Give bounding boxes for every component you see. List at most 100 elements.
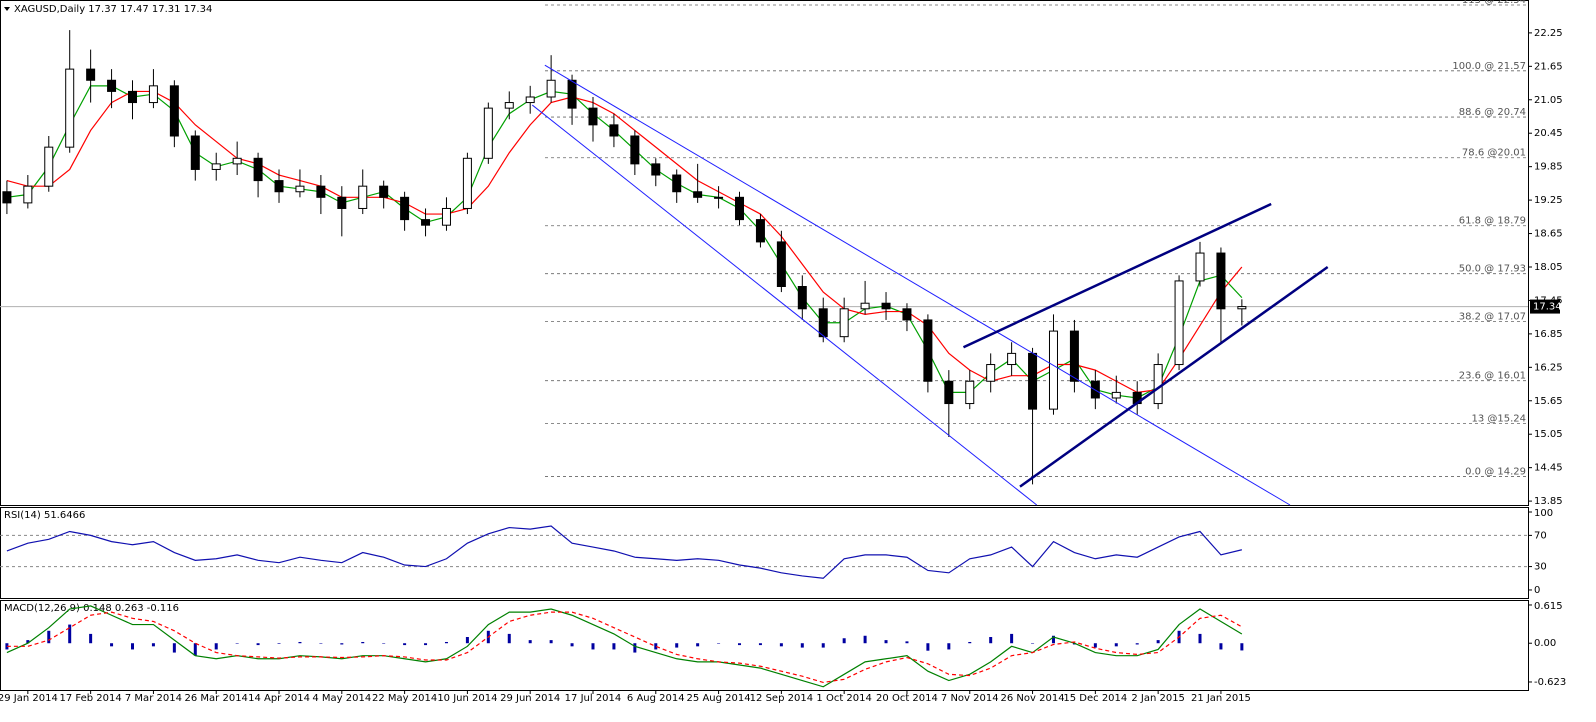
trendline bbox=[531, 104, 1038, 506]
macd-histogram-bar bbox=[1198, 633, 1202, 644]
candle-body bbox=[23, 185, 33, 204]
macd-histogram-bar bbox=[151, 643, 155, 647]
macd-histogram-bar bbox=[654, 643, 658, 650]
y-tick-label: 19.25 bbox=[1534, 195, 1563, 206]
macd-signal-line bbox=[6, 611, 1243, 684]
y-tick-label: 100 bbox=[1534, 508, 1553, 519]
candle-body bbox=[44, 146, 54, 187]
rsi-panel-frame bbox=[0, 507, 1529, 599]
x-tick-label: 4 May 2014 bbox=[312, 693, 371, 704]
y-tick-label: 22.25 bbox=[1534, 28, 1563, 39]
candle-body bbox=[839, 308, 849, 338]
x-tick-label: 14 Apr 2014 bbox=[248, 693, 310, 704]
macd-histogram-bar bbox=[68, 624, 72, 644]
candle-body bbox=[358, 185, 368, 209]
macd-histogram-bar bbox=[926, 643, 930, 651]
macd-histogram-bar bbox=[738, 643, 742, 646]
x-tick-label: 12 Sep 2014 bbox=[750, 693, 813, 704]
panel-title: MACD(12,26,9) 0.148 0.263 -0.116 bbox=[4, 603, 179, 614]
candle-body bbox=[818, 308, 828, 338]
y-tick-label: 0 bbox=[1534, 585, 1540, 596]
macd-histogram-bar bbox=[319, 643, 323, 644]
macd-histogram-bar bbox=[1156, 640, 1160, 644]
candle-body bbox=[148, 85, 158, 104]
x-tick-label: 2 Jan 2015 bbox=[1131, 693, 1185, 704]
macd-histogram-bar bbox=[633, 643, 637, 653]
candle-body bbox=[986, 364, 996, 382]
macd-histogram-bar bbox=[89, 633, 93, 644]
y-tick-label: 70 bbox=[1534, 530, 1547, 541]
candle-body bbox=[316, 185, 326, 198]
candle-body bbox=[1048, 330, 1058, 410]
macd-histogram-bar bbox=[340, 643, 344, 645]
macd-histogram-bar bbox=[507, 633, 511, 644]
current-price-label: 17.34 bbox=[1533, 302, 1562, 313]
macd-histogram-bar bbox=[612, 643, 616, 650]
candle-body bbox=[630, 135, 640, 165]
x-tick-label: 26 Nov 2014 bbox=[1001, 693, 1065, 704]
candle-body bbox=[190, 135, 200, 170]
macd-histogram-bar bbox=[382, 643, 386, 644]
candle-body bbox=[881, 302, 891, 310]
macd-histogram-bar bbox=[675, 643, 679, 648]
candle-body bbox=[337, 196, 347, 209]
trendline bbox=[544, 64, 1291, 506]
candle-body bbox=[776, 241, 786, 288]
macd-histogram-bar bbox=[947, 643, 951, 650]
macd-histogram-bar bbox=[361, 641, 365, 644]
macd-histogram-bar bbox=[968, 641, 972, 644]
candle-body bbox=[546, 79, 556, 98]
y-tick-label: 18.65 bbox=[1534, 229, 1563, 240]
macd-histogram-bar bbox=[779, 643, 783, 647]
macd-panel-frame bbox=[0, 600, 1529, 691]
trendline bbox=[1019, 265, 1329, 488]
y-tick-label: 19.85 bbox=[1534, 162, 1563, 173]
macd-histogram-bar bbox=[696, 643, 700, 647]
macd-histogram-bar bbox=[1240, 643, 1244, 651]
fib-label: 78.6 @20.01 bbox=[1462, 148, 1526, 159]
macd-histogram-bar bbox=[47, 630, 51, 644]
current-price-box bbox=[1530, 299, 1560, 314]
macd-histogram-bar bbox=[570, 643, 574, 647]
candle-body bbox=[1216, 252, 1226, 310]
candle-body bbox=[253, 157, 263, 182]
x-tick-label: 6 Aug 2014 bbox=[627, 693, 685, 704]
candle-body bbox=[965, 380, 975, 405]
fib-label: 61.8 @ 18.79 bbox=[1459, 216, 1526, 227]
x-tick-label: 1 Oct 2014 bbox=[816, 693, 871, 704]
fib-label: 50.0 @ 17.93 bbox=[1459, 264, 1526, 275]
candle-body bbox=[923, 319, 933, 382]
menu-arrow bbox=[4, 7, 10, 11]
candle-body bbox=[127, 90, 137, 104]
y-tick-label: 15.05 bbox=[1534, 429, 1563, 440]
macd-histogram-bar bbox=[1135, 643, 1139, 645]
candle-body bbox=[755, 219, 765, 243]
macd-histogram-bar bbox=[403, 643, 407, 646]
x-tick-label: 15 Dec 2014 bbox=[1063, 693, 1127, 704]
macd-histogram-bar bbox=[1219, 643, 1223, 650]
candle-body bbox=[65, 68, 75, 148]
macd-histogram-bar bbox=[884, 640, 888, 644]
x-tick-label: 17 Feb 2014 bbox=[60, 693, 122, 704]
fib-label: 23.6 @ 16.01 bbox=[1459, 371, 1526, 382]
y-tick-label: 21.65 bbox=[1534, 61, 1563, 72]
x-tick-label: 25 Aug 2014 bbox=[687, 693, 751, 704]
candle-body bbox=[295, 185, 305, 193]
macd-histogram-bar bbox=[298, 641, 302, 644]
candle-body bbox=[567, 79, 577, 109]
candle-body bbox=[274, 180, 284, 193]
trendline bbox=[962, 202, 1272, 349]
macd-histogram-bar bbox=[1114, 643, 1118, 647]
macd-histogram-bar bbox=[758, 643, 762, 646]
macd-histogram-bar bbox=[549, 640, 553, 644]
candle-body bbox=[735, 196, 745, 221]
x-tick-label: 21 Jan 2015 bbox=[1191, 693, 1251, 704]
candle-body bbox=[588, 107, 598, 126]
candle-body bbox=[400, 196, 410, 221]
x-tick-label: 7 Nov 2014 bbox=[941, 693, 999, 704]
candle-body bbox=[525, 96, 535, 104]
y-tick-label: 18.05 bbox=[1534, 262, 1563, 273]
macd-histogram-bar bbox=[1093, 643, 1097, 648]
y-tick-label: 20.45 bbox=[1534, 128, 1563, 139]
